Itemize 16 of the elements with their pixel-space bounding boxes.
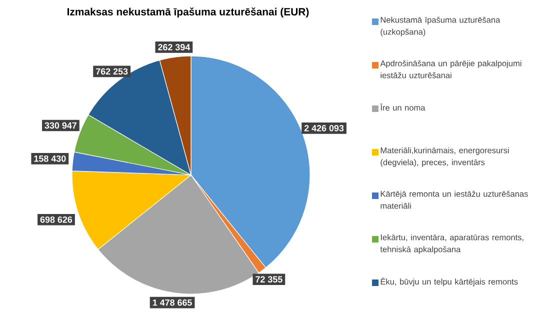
data-label: 1 478 665 — [152, 299, 192, 306]
chart-title: Izmaksas nekustamā īpašuma uzturēšanai (EUR) — [67, 8, 309, 18]
data-label: 72 355 — [256, 276, 282, 283]
legend-label: Ēku, būvju un telpu kārtējais remonts — [380, 278, 518, 286]
legend-label: Iekārtu, inventāra, aparatūras remonts, tehniskā apkalpošana — [380, 234, 524, 254]
data-label: 262 394 — [158, 44, 190, 50]
legend-label: Kārtējā remonta un iestāžu uzturēšanas materiāli — [380, 190, 528, 209]
legend-label: Apdrošināšana un pārējie pakalpojumi iestāžu uzturēšanai — [380, 60, 522, 78]
data-label: 330 947 — [44, 122, 77, 129]
data-label: 698 626 — [40, 216, 72, 223]
data-label: 2 426 093 — [304, 124, 344, 132]
legend-label: Materiāli,kurināmais, energoresursi (degviela), preces, inventārs — [380, 147, 509, 167]
legend-label: Īre un noma — [380, 104, 426, 111]
legend-label: Nekustamā īpašuma uzturēšana (uzkopšana) — [380, 16, 500, 36]
data-label: 762 253 — [96, 68, 128, 75]
data-label: 158 430 — [34, 155, 66, 162]
